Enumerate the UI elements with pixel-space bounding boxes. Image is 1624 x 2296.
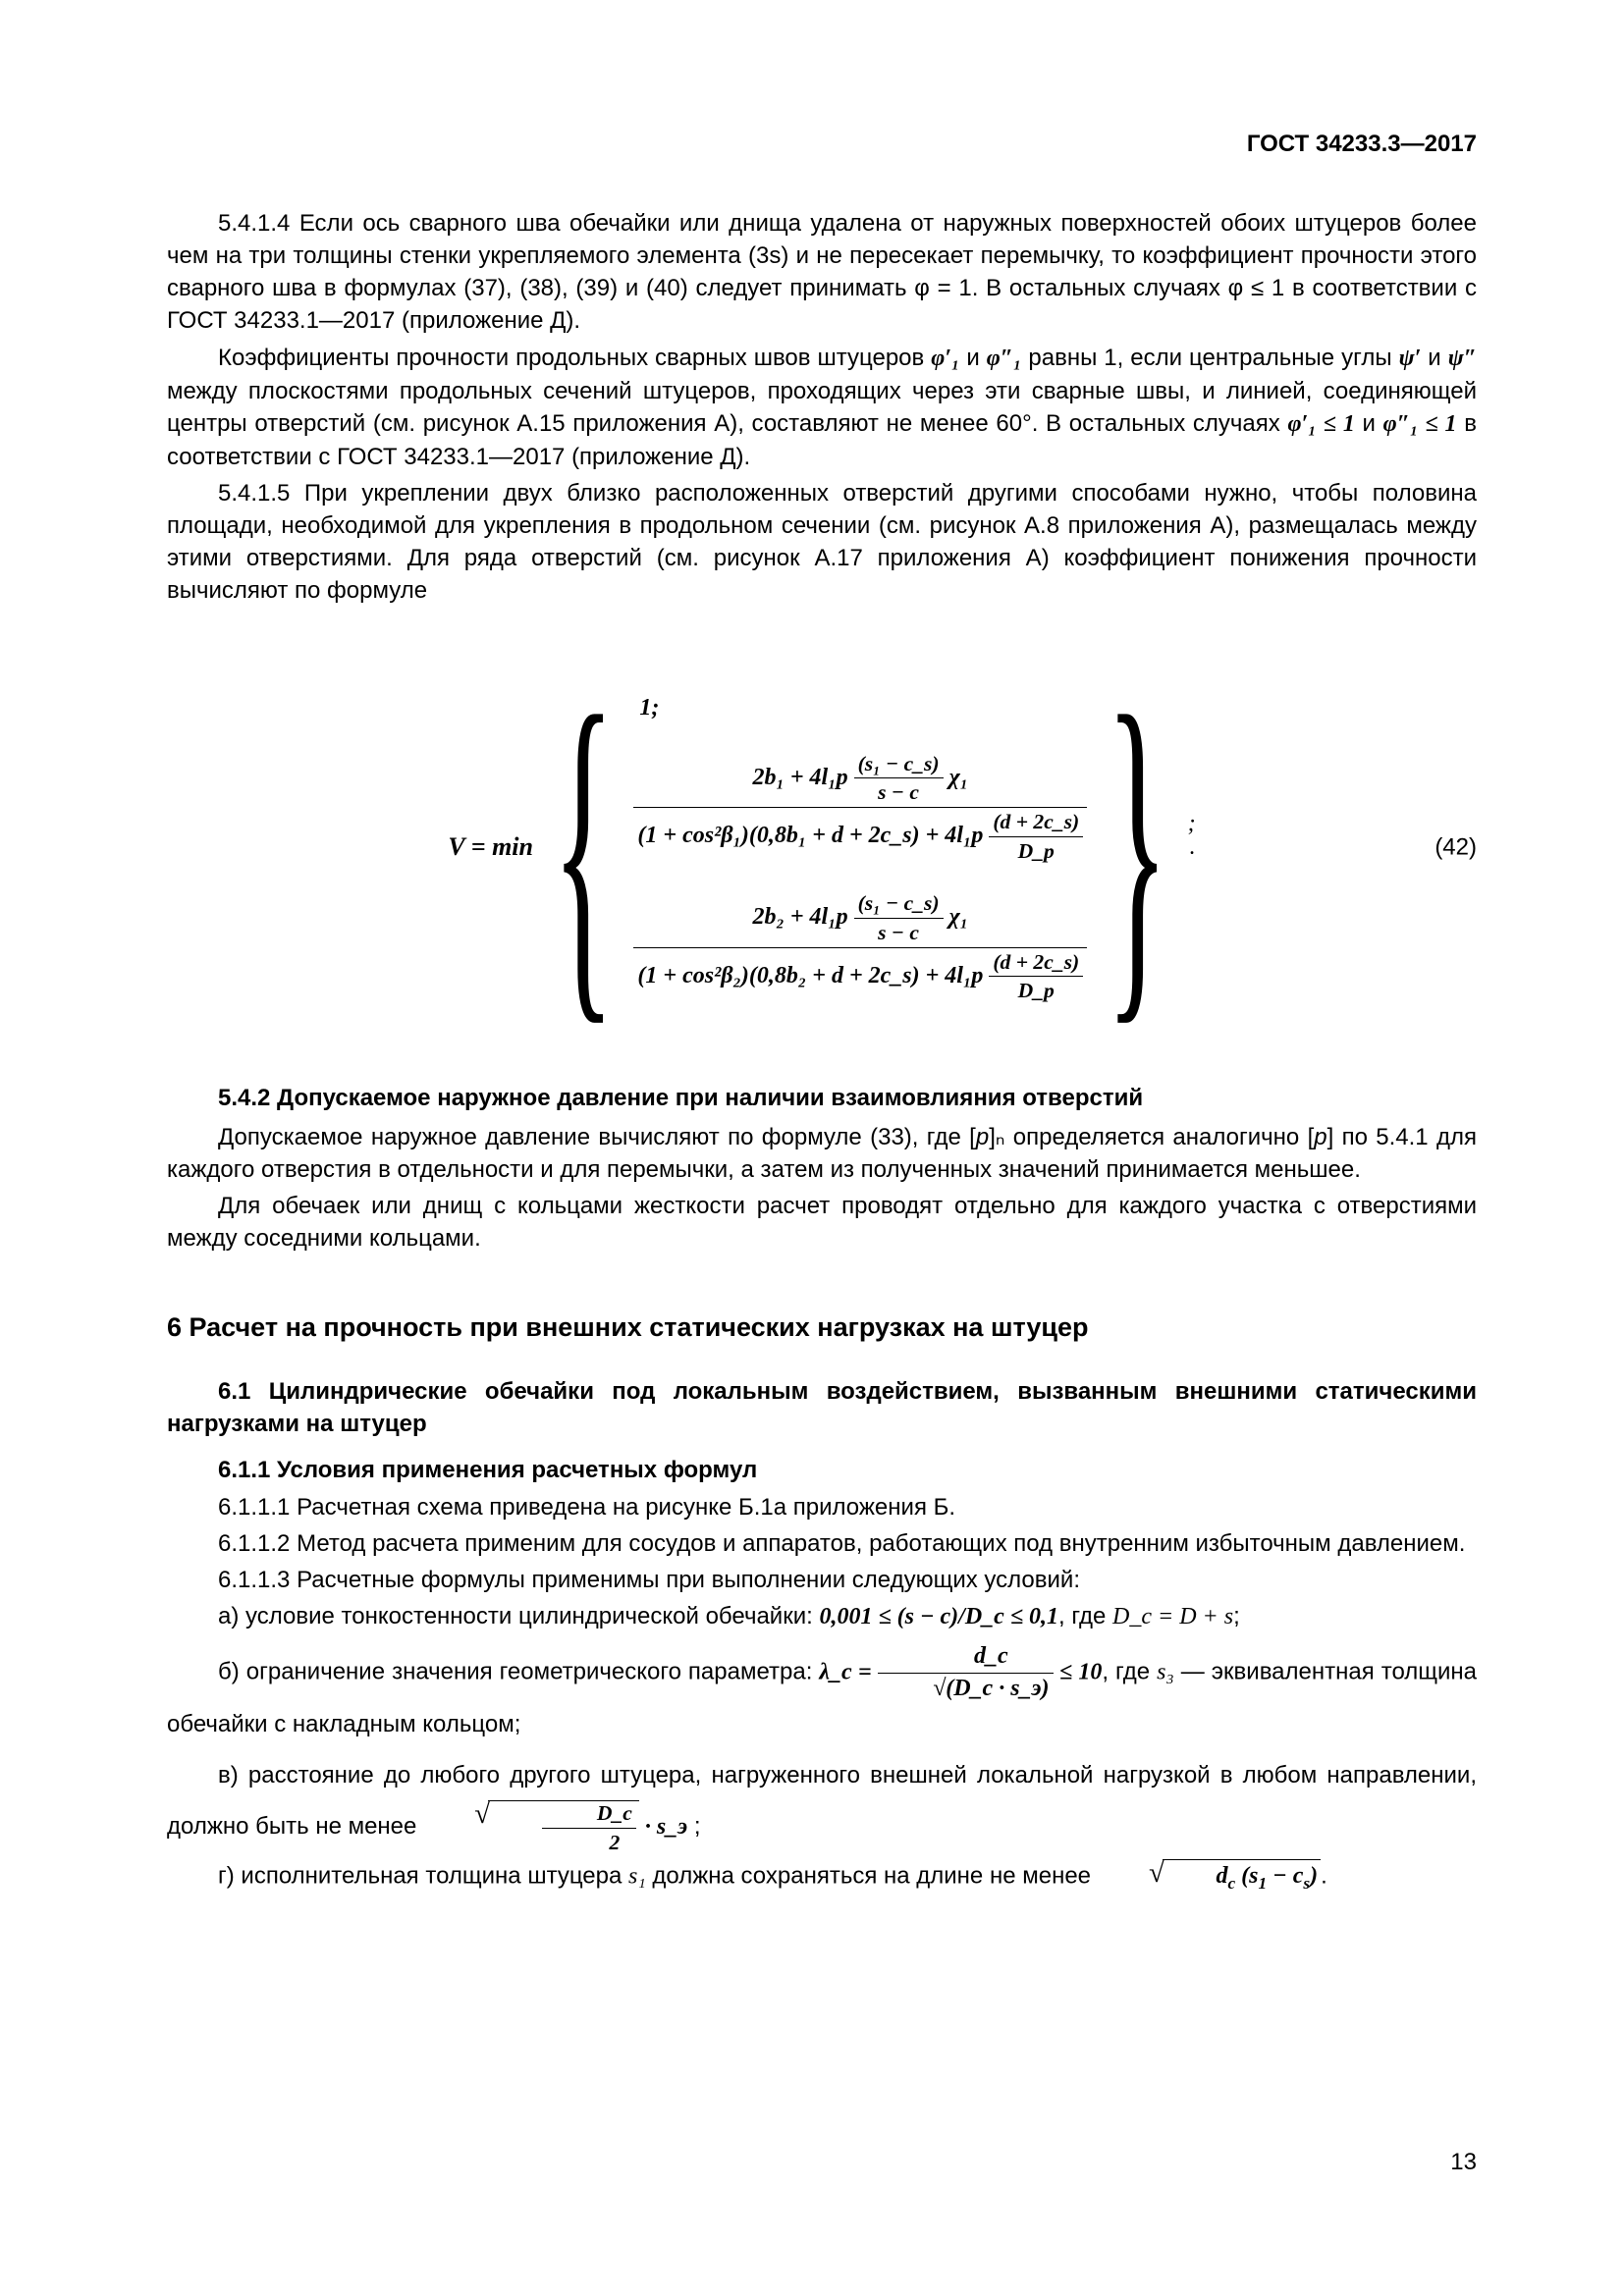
p4a: Допускаемое наружное давление вычисляют … xyxy=(218,1124,976,1150)
heading-61: 6.1 Цилиндрические обечайки под локальны… xyxy=(167,1375,1477,1440)
phi1pprime: φ″₁ xyxy=(987,346,1022,371)
pbfd: √(D_c · s_э) xyxy=(878,1676,1053,1703)
pb-cond: ≤ 10 xyxy=(1054,1659,1103,1684)
right-brace: } xyxy=(1106,708,1168,988)
pcsn: D_c xyxy=(542,1801,636,1826)
psi-prime: ψ′ xyxy=(1399,346,1422,371)
r3-num-a: 2b₂ + 4l₁p xyxy=(752,904,847,930)
r3dfn: (d + 2c_s) xyxy=(989,950,1083,975)
pc-tail: · s_э xyxy=(639,1814,687,1840)
heading-542: 5.4.2 Допускаемое наружное давление при … xyxy=(167,1082,1477,1114)
heading-611: 6.1.1 Условия применения расчетных форму… xyxy=(167,1454,1477,1486)
r2-den-a: (1 + cos²β₁)(0,8b₁ + d + 2c_s) + 4l₁p xyxy=(637,823,983,848)
r2dfd: D_p xyxy=(1014,839,1058,864)
p2b: равны 1, если центральные углы xyxy=(1021,345,1398,371)
heading-6: 6 Расчет на прочность при внешних статич… xyxy=(167,1309,1477,1346)
doc-header: ГОСТ 34233.3—2017 xyxy=(167,128,1477,160)
pd-b: должна сохраняться на длине не менее xyxy=(646,1862,1098,1889)
p4s1: p xyxy=(976,1124,989,1150)
psi-pprime: ψ″ xyxy=(1448,346,1477,371)
para-6111: 6.1.1.1 Расчетная схема приведена на рис… xyxy=(167,1491,1477,1523)
p2a: Коэффициенты прочности продольных сварны… xyxy=(218,345,931,371)
pa-c: ; xyxy=(1233,1603,1240,1629)
pa-b: , где xyxy=(1058,1603,1112,1629)
cond-a: а) условие тонкостенности цилиндрической… xyxy=(167,1600,1477,1633)
r3nfd: s − c xyxy=(874,921,923,945)
formula-row2: 2b₁ + 4l₁p (s₁ − c_s) s − c χ₁ (1 + cos²… xyxy=(633,752,1087,864)
pb-frac: d_c √(D_c · s_э) xyxy=(878,1643,1053,1702)
p2c: между плоскостями продольных сечений шту… xyxy=(167,378,1477,437)
para-6113: 6.1.1.3 Расчетные формулы применимы при … xyxy=(167,1564,1477,1596)
pd-c: . xyxy=(1321,1862,1327,1889)
left-brace: { xyxy=(552,708,615,988)
r2-num-b: χ₁ xyxy=(949,765,969,790)
r3dfd: D_p xyxy=(1014,979,1058,1003)
pd-sqrt: √dc (s1 − cs) xyxy=(1098,1859,1321,1896)
pb-s3: s₃ xyxy=(1157,1659,1174,1684)
pa-a: а) условие тонкостенности цилиндрической… xyxy=(218,1603,819,1629)
pb-b: , где xyxy=(1102,1658,1157,1684)
para-542-2: Для обечаек или днищ с кольцами жесткост… xyxy=(167,1190,1477,1255)
p2-and1: и xyxy=(959,345,986,371)
r2dfn: (d + 2c_s) xyxy=(989,810,1083,834)
r3-den-a: (1 + cos²β₂)(0,8b₂ + d + 2c_s) + 4l₁p xyxy=(637,962,983,988)
r2nfd: s − c xyxy=(874,780,923,805)
r3-num-b: χ₁ xyxy=(949,904,969,930)
formula-row1: 1; xyxy=(633,692,659,724)
pd-a: г) исполнительная толщина штуцера xyxy=(218,1862,628,1889)
pbfn: d_c xyxy=(919,1643,1012,1671)
formula-row3: 2b₂ + 4l₁p (s₁ − c_s) s − c χ₁ (1 + cos²… xyxy=(633,891,1087,1003)
p4b: ]ₙ определяется аналогично [ xyxy=(989,1124,1314,1150)
para-5414: 5.4.1.4 Если ось сварного шва обечайки и… xyxy=(167,207,1477,337)
cond-b: б) ограничение значения геометрического … xyxy=(167,1643,1477,1747)
p2-and2: и xyxy=(1421,345,1447,371)
r2nfn: s₁ − c_s xyxy=(865,752,933,775)
para-542-1: Допускаемое наружное давление вычисляют … xyxy=(167,1121,1477,1186)
phi1prime: φ′₁ xyxy=(931,346,959,371)
p2-and3: и xyxy=(1355,410,1383,437)
cond-phi1p: φ′₁ ≤ 1 xyxy=(1287,411,1354,437)
pb-a: б) ограничение значения геометрического … xyxy=(218,1658,819,1684)
p4s2: p xyxy=(1314,1124,1326,1150)
formula-lead: V = min xyxy=(448,829,533,865)
pd-s1: s₁ xyxy=(628,1863,646,1889)
para-6112: 6.1.1.2 Метод расчета применим для сосуд… xyxy=(167,1527,1477,1560)
pc-a: в) расстояние до любого другого штуцера,… xyxy=(167,1762,1477,1841)
r2-num-a: 2b₁ + 4l₁p xyxy=(752,765,847,790)
para-phi-coeff: Коэффициенты прочности продольных сварны… xyxy=(167,342,1477,473)
pc-semi: ; xyxy=(687,1813,700,1840)
row2-tail: ; xyxy=(1188,808,1196,840)
cond-d: г) исполнительная толщина штуцера s₁ дол… xyxy=(167,1859,1477,1896)
cond-c: в) расстояние до любого другого штуцера,… xyxy=(167,1751,1477,1855)
pa-dc: D_c = D + s xyxy=(1112,1604,1233,1629)
para-5415: 5.4.1.5 При укреплении двух близко распо… xyxy=(167,477,1477,607)
document-page: ГОСТ 34233.3—2017 5.4.1.4 Если ось сварн… xyxy=(0,0,1624,2296)
page-number: 13 xyxy=(1450,2146,1477,2178)
pa-cond: 0,001 ≤ (s − c)/D_c ≤ 0,1 xyxy=(819,1604,1058,1629)
pb-lam: λ_c = xyxy=(819,1659,878,1684)
formula-number: (42) xyxy=(1435,831,1477,864)
cond-phi1pp: φ″₁ ≤ 1 xyxy=(1383,411,1457,437)
pc-sqrt: √ D_c 2 xyxy=(423,1800,639,1855)
formula-42: V = min { 1; 2b₁ + 4l₁p (s₁ − c_s) s − c… xyxy=(167,646,1477,1048)
pcsd: 2 xyxy=(554,1831,623,1855)
r3nfn: s₁ − c_s xyxy=(865,891,933,915)
